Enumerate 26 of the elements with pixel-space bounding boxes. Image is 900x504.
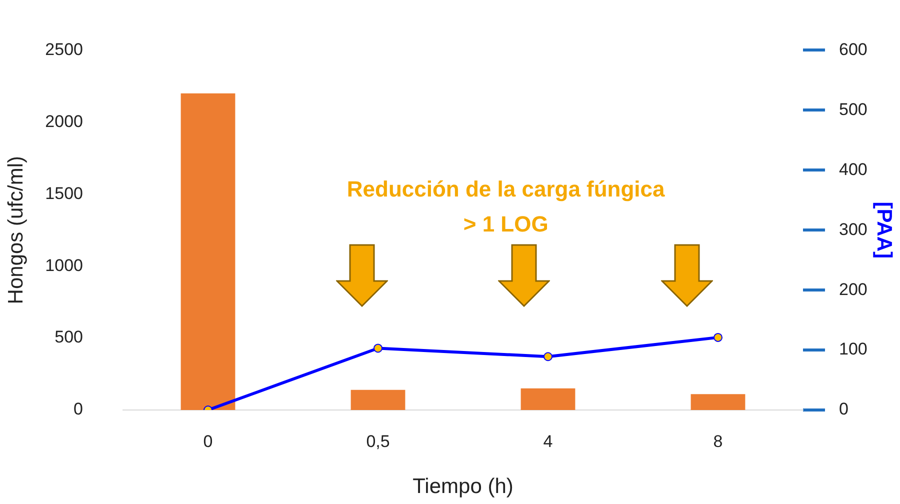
y2-tick-label: 400 — [839, 160, 868, 179]
y2-tick-label: 500 — [839, 100, 868, 119]
x-tick-label: 8 — [713, 432, 723, 451]
y2-tick-label: 100 — [839, 340, 868, 359]
y-axis-title: Hongos (ufc/ml) — [4, 156, 28, 304]
y2-axis-title: [PAA] — [872, 202, 896, 258]
x-tick-label: 4 — [543, 432, 553, 451]
y2-tick-label: 600 — [839, 40, 868, 59]
y-tick-label: 2000 — [45, 112, 83, 131]
y-tick-label: 0 — [74, 400, 83, 419]
x-axis-title: Tiempo (h) — [412, 475, 514, 498]
y-tick-label: 1500 — [45, 184, 83, 203]
bar — [520, 388, 576, 410]
y2-tick-label: 0 — [839, 400, 848, 419]
annotation: > 1 LOG — [463, 211, 548, 236]
y2-tick-label: 200 — [839, 280, 868, 299]
annotation: Reducción de la carga fúngica — [346, 176, 666, 202]
bar — [350, 390, 406, 410]
y-tick-label: 1000 — [45, 256, 83, 275]
x-tick-label: 0,5 — [366, 432, 390, 451]
y2-tick-label: 300 — [839, 220, 868, 239]
y-tick-label: 500 — [54, 328, 83, 347]
y-tick-label: 2500 — [45, 40, 83, 59]
bar — [180, 93, 236, 410]
x-tick-label: 0 — [203, 432, 213, 451]
bar — [690, 394, 746, 410]
